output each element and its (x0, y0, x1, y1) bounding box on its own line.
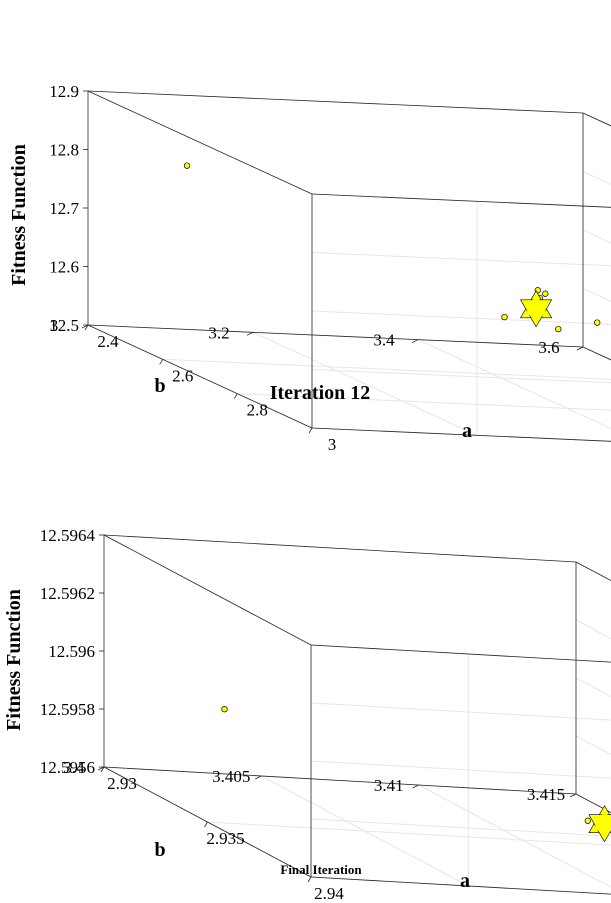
fitness-tick-label: 12.5958 (40, 700, 95, 719)
b-tick-label: 3.41 (374, 776, 404, 795)
grid-line-side-z (310, 818, 611, 837)
chart-final-iteration: 2.93 2.935 2.94 3.4 3.405 3.41 3.415 12.5956 12.… (3, 526, 611, 903)
b-axis-label: b (154, 375, 165, 397)
fitness-axis-label: Fitness Function (8, 144, 30, 286)
a-tick-label: 2.8 (247, 401, 268, 420)
b-tick-label: 3.4 (373, 331, 395, 350)
grid-line-back-z (582, 171, 611, 185)
x-tick-mark (84, 324, 89, 331)
data-point (542, 290, 549, 297)
best-solution-core (526, 299, 546, 319)
a-axis-label: a (460, 870, 470, 892)
fitness-tick-label: 12.5956 (40, 758, 95, 777)
fitness-tick-label: 12.5 (49, 316, 79, 335)
axes-box-edge (582, 346, 611, 361)
y-tick-mark (97, 766, 105, 771)
plot-title: Iteration 12 (270, 382, 371, 404)
fitness-tick-label: 12.7 (49, 199, 79, 218)
grid-line-side-z (310, 702, 611, 721)
grid-line-side-z (311, 252, 611, 267)
axes-box-edge (87, 324, 584, 348)
x-tick-mark (308, 427, 313, 434)
a-tick-label: 3 (328, 435, 337, 454)
axes-box-edge (87, 90, 584, 114)
b-tick-label: 3.4 (63, 758, 85, 777)
fitness-tick-label: 12.5964 (40, 526, 96, 545)
a-tick-label: 2.94 (314, 884, 344, 903)
y-tick-mark (576, 346, 584, 351)
data-point (183, 162, 191, 169)
data-point (594, 319, 601, 326)
b-tick-label: 3.405 (212, 767, 250, 786)
b-tick-label: 3 (50, 316, 59, 335)
grid-line-floor-a (162, 358, 611, 380)
y-tick-mark (412, 784, 419, 789)
b-axis-label: b (154, 839, 165, 861)
grid-line-floor-b (252, 331, 478, 436)
axes-box-edge (103, 534, 312, 646)
a-tick-label: 2.6 (172, 366, 193, 385)
b-tick-label: 3.6 (538, 338, 559, 357)
y-tick-mark (81, 324, 89, 329)
grid-line-back-z (582, 112, 611, 127)
axes-box-edge (87, 90, 313, 195)
y-tick-mark (246, 331, 254, 336)
axes-box-edge (311, 193, 611, 208)
grid-line-back-z (582, 229, 611, 244)
fitness-tick-label: 12.596 (48, 642, 95, 661)
axes-box-edge (582, 112, 611, 127)
axes-box-edge (575, 561, 611, 582)
grid-line-side-z (311, 310, 611, 325)
y-tick-mark (255, 775, 262, 780)
fitness-tick-label: 12.8 (49, 141, 79, 160)
data-point (501, 313, 508, 321)
best-solution-core (595, 814, 611, 834)
grid-line-back-z (582, 288, 611, 302)
grid-line-side-z (310, 760, 611, 779)
x-tick-mark (100, 766, 105, 773)
a-tick-label: 2.935 (206, 829, 244, 848)
grid-line-floor-b (418, 784, 611, 888)
a-axis-label: a (462, 420, 472, 442)
axes-box-edge (310, 644, 611, 663)
fitness-tick-label: 12.6 (49, 258, 79, 277)
axes-box-edge (103, 534, 577, 563)
fitness-tick-label: 12.9 (49, 82, 79, 101)
grid-line-side-z (310, 644, 611, 663)
fitness-axis-label: Fitness Function (3, 589, 25, 731)
b-tick-label: 3.415 (527, 785, 565, 804)
axes-box-edge (103, 766, 577, 795)
y-tick-mark (411, 339, 419, 344)
grid-line-floor-b (261, 775, 469, 887)
grid-line-floor-b (582, 346, 611, 361)
grid-line-back-z (582, 346, 611, 361)
grid-line-back-z (575, 619, 611, 640)
plot-title: Final Iteration (280, 862, 362, 877)
x-tick-mark (233, 393, 238, 399)
x-tick-mark (307, 876, 312, 883)
axes-box-edge (310, 876, 611, 895)
grid-line-floor-a (207, 821, 611, 846)
grid-line-back-z (575, 561, 611, 582)
y-tick-mark (569, 793, 577, 798)
x-tick-mark (159, 359, 164, 365)
grid-line-back-z (575, 677, 611, 698)
axes-box-edge (87, 324, 313, 429)
a-tick-label: 2.93 (107, 774, 137, 793)
b-tick-label: 3.2 (208, 323, 229, 342)
grid-line-floor-a (237, 393, 611, 411)
data-point (221, 706, 228, 713)
data-point (584, 817, 591, 824)
grid-line-side-z (311, 369, 611, 384)
grid-line-floor-b (417, 339, 611, 429)
data-point (555, 325, 562, 333)
a-tick-label: 2.4 (97, 332, 119, 351)
axes-box-edge (311, 427, 611, 442)
fitness-tick-label: 12.5962 (40, 584, 95, 603)
x-tick-mark (204, 821, 208, 828)
chart-iteration-12: 2.4 2.6 2.8 3 3 3.2 3.4 3.6 12.5 12.6 12.7 12.8 12.9… (8, 82, 611, 454)
